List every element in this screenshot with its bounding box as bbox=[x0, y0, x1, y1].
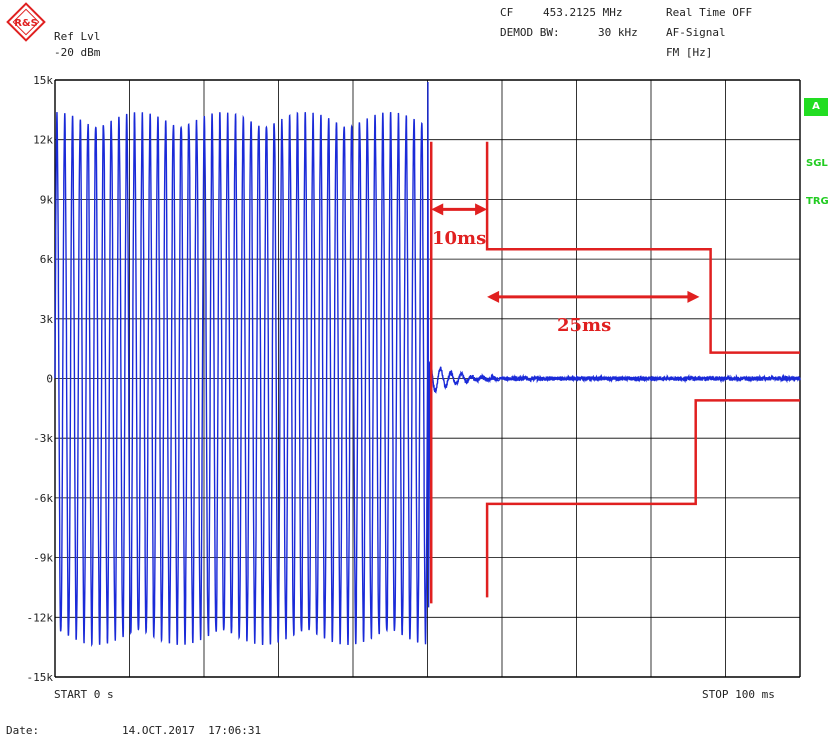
y-tick-label: -12k bbox=[27, 611, 54, 624]
stop-label: STOP 100 ms bbox=[702, 688, 775, 701]
y-tick-label: -6k bbox=[33, 492, 53, 505]
trg-badge: TRG bbox=[806, 196, 829, 207]
rs-logo: R&S bbox=[6, 2, 46, 42]
trace-layer bbox=[54, 81, 801, 648]
y-tick-label: 12k bbox=[33, 134, 53, 147]
date-value: 14.OCT.2017 17:06:31 bbox=[122, 724, 262, 737]
lower-limit-mask bbox=[485, 399, 800, 598]
realtime-status: Real Time OFF bbox=[666, 6, 753, 19]
twentyfive-ms-arrow-head-left bbox=[487, 290, 500, 303]
upper-limit-mask bbox=[485, 141, 800, 354]
ten-ms-arrow-head-right bbox=[475, 203, 488, 216]
date-label: Date: bbox=[6, 724, 40, 737]
y-tick-label: 9k bbox=[40, 193, 54, 206]
twentyfive-ms-label: 25ms bbox=[557, 315, 611, 336]
y-tick-label: -3k bbox=[33, 432, 53, 445]
cf-value: 453.2125 MHz bbox=[543, 6, 623, 19]
start-label: START 0 s bbox=[54, 688, 114, 701]
demod-bw-value: 30 kHz bbox=[598, 26, 638, 39]
ten-ms-arrow bbox=[431, 203, 488, 216]
mask-layer bbox=[429, 141, 800, 604]
fm-unit-label: FM [Hz] bbox=[666, 46, 713, 59]
twentyfive-ms-arrow-head-right bbox=[687, 290, 700, 303]
cf-label: CF bbox=[500, 6, 514, 19]
y-tick-labels: 15k 12k 9k 6k 3k 0 -3k -6k -9k -12k -15k bbox=[27, 74, 54, 684]
y-tick-label: 15k bbox=[33, 74, 53, 87]
logo-text: R&S bbox=[14, 18, 38, 29]
demod-bw-label: DEMOD BW: bbox=[500, 26, 560, 39]
sgl-badge: SGL bbox=[806, 158, 828, 169]
series-trace bbox=[54, 81, 801, 648]
y-tick-label: -9k bbox=[33, 552, 53, 565]
ten-ms-arrow-head-left bbox=[431, 203, 444, 216]
y-tick-label: 3k bbox=[40, 313, 54, 326]
af-signal-label: AF-Signal bbox=[666, 26, 726, 39]
ten-ms-label: 10ms bbox=[432, 228, 486, 249]
ref-lvl-label: Ref Lvl bbox=[54, 30, 101, 43]
trace-a-badge: A bbox=[804, 98, 828, 116]
ref-lvl-value: -20 dBm bbox=[54, 46, 101, 59]
y-tick-label: -15k bbox=[27, 671, 54, 684]
twentyfive-ms-arrow bbox=[487, 290, 700, 303]
y-tick-label: 0 bbox=[46, 373, 53, 386]
y-tick-label: 6k bbox=[40, 253, 54, 266]
